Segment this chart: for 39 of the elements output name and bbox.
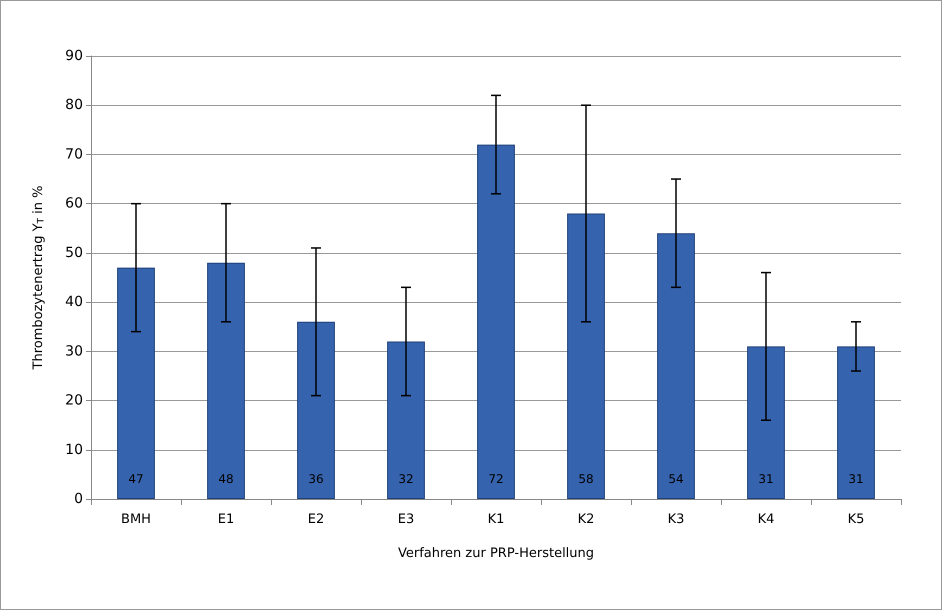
x-tick-label: K4 — [758, 512, 774, 527]
bar — [747, 346, 785, 499]
data-label: 48 — [218, 472, 234, 486]
y-tick-label: 60 — [65, 196, 83, 212]
bar — [387, 341, 425, 499]
y-tick-label: 90 — [65, 48, 83, 64]
data-label: 47 — [128, 472, 144, 486]
x-tick-label: E2 — [308, 512, 324, 527]
data-label: 31 — [758, 472, 774, 486]
x-tick-label: K1 — [488, 512, 504, 527]
bar — [567, 214, 605, 499]
y-tick-label: 50 — [65, 244, 83, 261]
bar — [837, 346, 875, 499]
data-label: 31 — [848, 472, 864, 486]
x-axis-title: Verfahren zur PRP-Herstellung — [398, 546, 594, 561]
x-tick-label: E3 — [398, 512, 414, 527]
data-label: 54 — [668, 472, 684, 486]
bar — [657, 233, 695, 499]
y-tick-label: 80 — [65, 97, 83, 114]
y-tick-label: 30 — [65, 343, 83, 360]
y-tick-label: 0 — [74, 491, 83, 507]
x-tick-label: BMH — [121, 512, 151, 527]
x-tick-label: K3 — [668, 512, 684, 527]
y-tick-label: 70 — [65, 146, 83, 162]
bar — [207, 262, 245, 499]
data-label: 72 — [488, 472, 504, 486]
bar — [117, 268, 155, 499]
data-label: 32 — [398, 472, 414, 486]
x-tick-label: K5 — [848, 512, 864, 527]
x-tick-label: K2 — [578, 512, 594, 527]
bar — [477, 144, 515, 499]
y-axis-title: Thrombozytenertrag YT in % — [31, 186, 46, 370]
y-tick-label: 20 — [65, 392, 83, 409]
y-tick-label: 10 — [65, 442, 83, 458]
data-label: 58 — [578, 472, 594, 486]
x-tick-label: E1 — [218, 512, 234, 527]
bar — [297, 322, 335, 499]
data-label: 36 — [308, 472, 324, 486]
y-tick-label: 40 — [65, 294, 83, 310]
